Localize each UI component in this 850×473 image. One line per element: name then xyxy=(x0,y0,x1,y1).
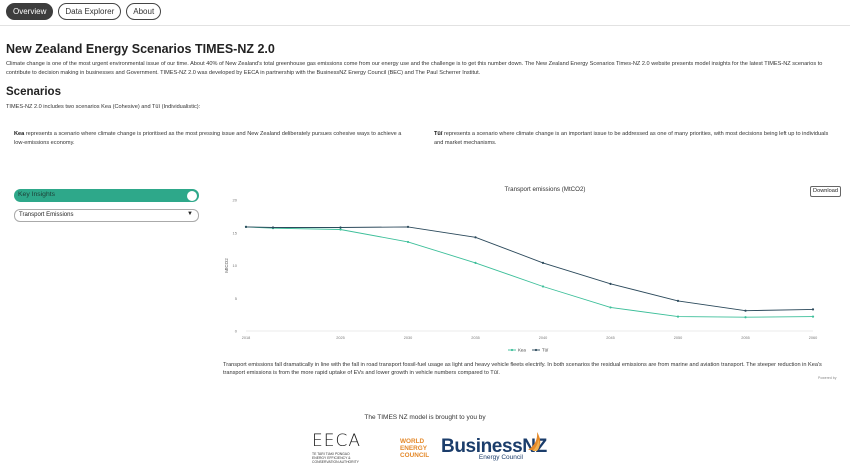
data-point[interactable] xyxy=(744,309,747,312)
tab-overview[interactable]: Overview xyxy=(6,3,54,20)
data-point[interactable] xyxy=(541,285,545,288)
data-point[interactable] xyxy=(676,315,680,318)
data-point[interactable] xyxy=(244,225,248,228)
intro-paragraph: Climate change is one of the most urgent… xyxy=(6,61,823,76)
x-tick-label: 2025 xyxy=(336,336,344,340)
y-tick-label: 5 xyxy=(235,296,238,301)
x-tick-label: 2035 xyxy=(471,336,479,340)
kea-text: represents a scenario where climate chan… xyxy=(14,131,402,146)
y-tick-label: 10 xyxy=(233,263,238,268)
top-nav: Overview Data Explorer About xyxy=(6,3,162,20)
y-tick-label: 15 xyxy=(233,230,238,235)
y-axis-label: MtCO2 xyxy=(224,258,229,273)
tui-description: Tūī represents a scenario where climate … xyxy=(434,130,839,148)
data-point[interactable] xyxy=(474,236,477,239)
data-point[interactable] xyxy=(811,315,815,318)
legend-label-0[interactable]: Kea xyxy=(518,348,526,353)
data-point[interactable] xyxy=(609,282,612,285)
download-button[interactable]: Download xyxy=(810,186,841,197)
brought-by-text: The TIMES NZ model is brought to you by xyxy=(364,414,486,421)
nav-divider xyxy=(0,25,850,26)
x-tick-label: 2018 xyxy=(242,336,250,340)
legend-marker-1 xyxy=(534,348,538,352)
kea-description: Kea represents a scenario where climate … xyxy=(14,130,409,148)
tui-name: Tūī xyxy=(434,131,443,137)
data-point[interactable] xyxy=(474,261,477,264)
data-point[interactable] xyxy=(339,228,342,231)
powered-by[interactable]: Powered by xyxy=(818,376,837,380)
caret-down-icon: ▼ xyxy=(187,211,193,217)
series-line-1 xyxy=(245,226,814,312)
data-point[interactable] xyxy=(744,316,747,319)
toggle-knob[interactable] xyxy=(187,190,197,201)
kea-name: Kea xyxy=(14,131,25,137)
x-tick-label: 2030 xyxy=(404,336,412,340)
chart-title: Transport emissions (MtCO2) xyxy=(504,186,586,193)
legend-label-1[interactable]: Tūī xyxy=(542,348,549,353)
data-point[interactable] xyxy=(676,299,680,302)
x-tick-label: 2040 xyxy=(539,336,547,340)
y-tick-label: 0 xyxy=(235,329,238,334)
businessnz-logo: BusinessNZ Energy Council xyxy=(441,428,547,464)
page-title: New Zealand Energy Scenarios TIMES-NZ 2.… xyxy=(6,42,275,56)
world-energy-council-logo: WORLD ENERGY COUNCIL xyxy=(400,438,430,459)
flame-icon xyxy=(528,432,541,451)
data-point[interactable] xyxy=(339,226,342,229)
scenarios-intro: TIMES-NZ 2.0 includes two scenarios Kea … xyxy=(6,104,201,110)
businessnz-wordmark: BusinessNZ xyxy=(441,436,547,457)
y-tick-label: 20 xyxy=(233,198,238,203)
data-point[interactable] xyxy=(541,261,545,264)
x-tick-label: 2060 xyxy=(809,336,817,340)
key-insights-toggle[interactable]: Key Insights xyxy=(14,189,199,202)
tui-text: represents a scenario where climate chan… xyxy=(434,131,829,146)
x-tick-label: 2045 xyxy=(606,336,614,340)
data-point[interactable] xyxy=(406,240,410,244)
data-point[interactable] xyxy=(811,308,815,311)
tab-about[interactable]: About xyxy=(126,3,162,20)
chart-caption: Transport emissions fall dramatically in… xyxy=(223,362,822,376)
key-insights-label: Key Insights xyxy=(18,191,56,198)
insight-select[interactable]: Transport Emissions ▼ xyxy=(14,209,199,222)
data-point[interactable] xyxy=(271,226,275,229)
eeca-letters: EECA xyxy=(312,431,361,451)
legend-marker-0 xyxy=(510,348,514,352)
data-point[interactable] xyxy=(406,225,410,228)
eeca-logo: EECA TE TARI TIAKI PŪNGAO ENERGY EFFICIE… xyxy=(312,432,376,464)
businessnz-subtitle: Energy Council xyxy=(478,454,523,461)
tab-data-explorer[interactable]: Data Explorer xyxy=(58,3,122,20)
eeca-subtitle: TE TARI TIAKI PŪNGAO ENERGY EFFICIENCY &… xyxy=(312,452,359,464)
series-line-0 xyxy=(245,226,814,318)
scenarios-heading: Scenarios xyxy=(6,86,61,98)
insight-select-value: Transport Emissions xyxy=(19,212,74,218)
transport-emissions-chart: 0 5 10 15 20 2018 2025 2030 2035 2040 2045 2050 2055… xyxy=(224,198,817,353)
data-point[interactable] xyxy=(609,306,612,309)
x-tick-label: 2055 xyxy=(741,336,749,340)
x-tick-label: 2050 xyxy=(674,336,682,340)
